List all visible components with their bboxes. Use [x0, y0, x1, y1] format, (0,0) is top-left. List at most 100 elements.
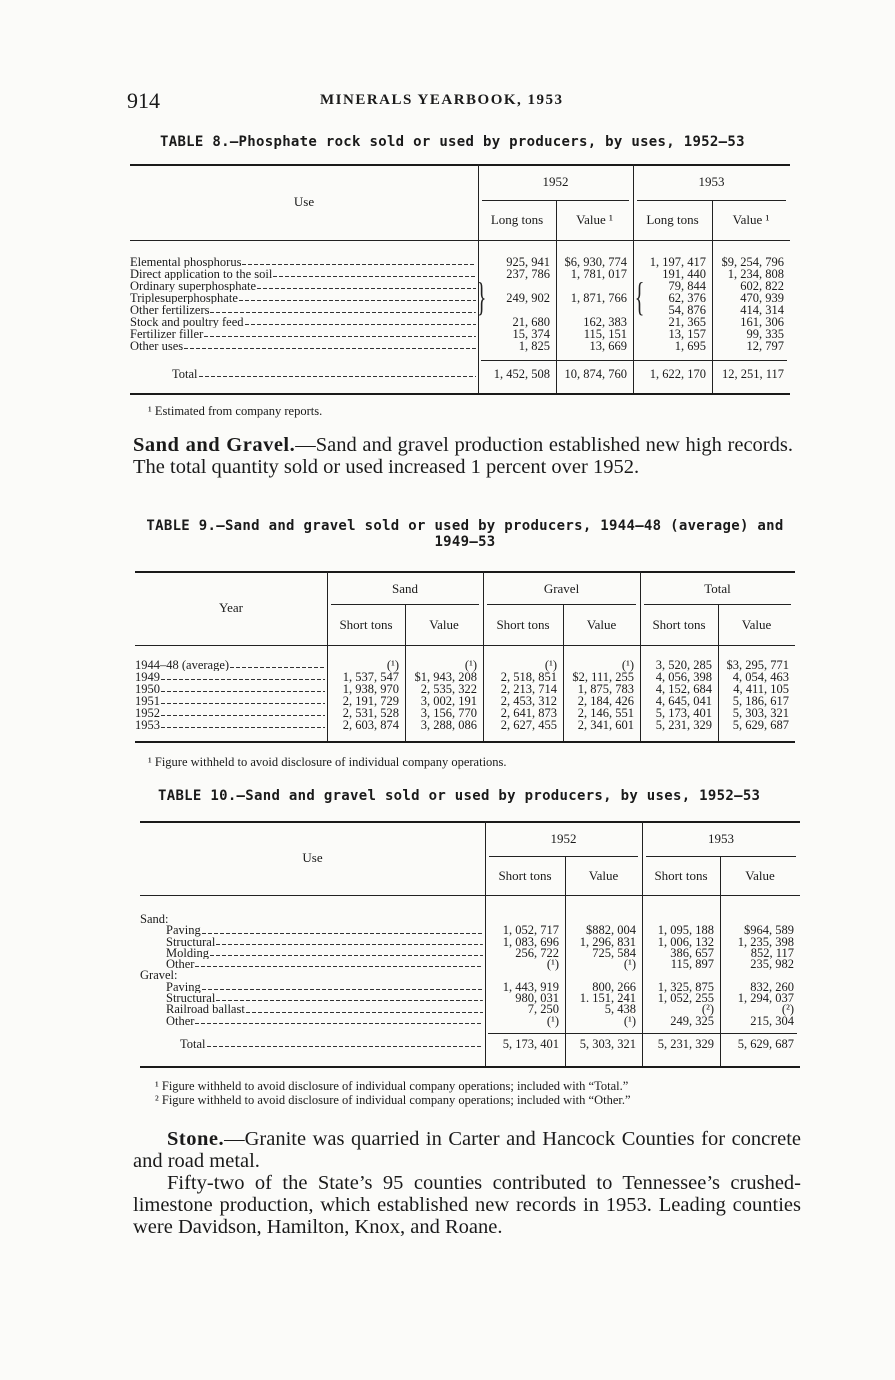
cell-value: 4, 645, 041 — [655, 694, 712, 708]
leader-dots — [230, 659, 325, 668]
table-row: Paving 1, 052, 717 $882, 004 1, 095, 188 $96… — [140, 923, 800, 938]
cell-value: 162, 383 — [583, 315, 627, 329]
table9-title-line1: TABLE 9.—Sand and gravel sold or used by… — [146, 518, 784, 534]
cell-value: 4, 411, 105 — [733, 682, 789, 696]
row-label-text: Ordinary superphosphate — [130, 280, 257, 292]
column-header: Short tons — [654, 867, 708, 883]
cell-value: 1, 325, 875 — [657, 979, 714, 994]
cell-value: 4, 056, 398 — [655, 670, 712, 684]
leader-dots — [245, 1004, 483, 1013]
cell-value: 12, 797 — [746, 339, 785, 353]
group-rule — [482, 200, 629, 201]
cell-value: 54, 876 — [668, 303, 707, 317]
table10-title: TABLE 10.—Sand and gravel sold or used b… — [158, 788, 761, 804]
column-header: Value — [588, 867, 619, 883]
table-row: 1952 2, 531, 528 3, 156, 770 2, 641, 873 2, … — [135, 706, 795, 720]
total-row: Total 5, 173, 401 5, 303, 321 5, 231, 329 5,… — [140, 1038, 800, 1051]
header-rule — [130, 240, 790, 241]
cell-value: 21, 365 — [668, 315, 707, 329]
cell-value: $2, 111, 255 — [572, 670, 634, 684]
table10-footnotes: ¹ Figure withheld to avoid disclosure of… — [155, 1079, 631, 1107]
cell-value: 256, 722 — [515, 945, 559, 960]
leader-dots — [242, 256, 476, 265]
group-header: 1953 — [708, 831, 734, 846]
cell-value: 1, 781, 017 — [570, 267, 627, 281]
table-row: Ordinary superphosphate 79, 844 602, 822 — [130, 280, 790, 293]
group-header: 1953 — [698, 174, 725, 189]
row-label-text: Structural — [166, 993, 216, 1005]
stone-paragraph: Stone.—Granite was quarried in Carter an… — [133, 1128, 801, 1238]
cell-value: 3, 156, 770 — [420, 706, 477, 720]
cell-value: (²) — [701, 1002, 714, 1017]
cell-value: 2, 518, 851 — [500, 670, 557, 684]
cell-value: 1, 006, 132 — [657, 934, 714, 949]
cell-value: 1, 825 — [518, 339, 550, 353]
cell-value: 15, 374 — [512, 327, 551, 341]
table-row: Paving 1, 443, 919 800, 266 1, 325, 875 832,… — [140, 979, 800, 994]
row-label-text: 1952 — [135, 707, 160, 719]
leader-dots — [273, 268, 476, 277]
table-row: 1944–48 (average) (¹) (¹) (¹) (¹) 3, 520, 285… — [135, 658, 795, 672]
table-row: Other fertilizers 54, 876 414, 314 — [130, 303, 790, 317]
table-row: Elemental phosphorus 925, 941 $6, 930, 774… — [130, 255, 790, 269]
group-header: 1952 — [550, 831, 577, 846]
cell-value: 1, 452, 508 — [493, 367, 550, 381]
row-label: 1950 — [135, 683, 327, 695]
cell-value: 237, 786 — [506, 267, 550, 281]
row-label: Other uses — [130, 340, 478, 352]
row-label: Structural — [140, 993, 485, 1004]
group-header: Sand — [392, 581, 418, 596]
column-divider — [556, 200, 557, 393]
leader-dots — [210, 304, 476, 313]
cell-value: 5, 173, 401 — [655, 706, 712, 720]
table9-title-line2: 1949–53 — [434, 534, 496, 550]
cell-value: 1, 095, 188 — [657, 923, 714, 938]
cell-value: 5, 438 — [604, 1002, 636, 1017]
column-header: Short tons — [339, 616, 393, 632]
cell-value: 3, 002, 191 — [420, 694, 477, 708]
column-divider — [485, 821, 486, 1066]
column-divider — [483, 571, 484, 741]
column-header: Value ¹ — [576, 212, 613, 227]
column-header: Short tons — [498, 867, 552, 883]
table-row: Other (¹) (¹) 115, 897 235, 982 — [140, 957, 800, 972]
row-label: Elemental phosphorus — [130, 256, 478, 268]
column-header: Long tons — [490, 212, 544, 227]
column-divider — [563, 604, 564, 741]
column-divider — [712, 200, 713, 393]
row-label-text: Other — [166, 959, 195, 971]
cell-value: 2, 535, 322 — [420, 682, 477, 696]
leader-dots — [161, 719, 325, 728]
table-body: 1944–48 (average) (¹) (¹) (¹) (¹) 3, 520, 285… — [135, 659, 795, 959]
cell-value: 1, 938, 970 — [342, 682, 399, 696]
cell-value: 1, 537, 547 — [342, 670, 399, 684]
leader-dots — [195, 959, 483, 968]
stub-header: Year — [219, 600, 243, 615]
cell-value: $6, 930, 774 — [564, 255, 628, 269]
cell-value: (¹) — [623, 1013, 636, 1028]
cell-value: 235, 982 — [750, 957, 794, 972]
cell-value: 470, 939 — [740, 291, 784, 305]
header-rule — [135, 645, 795, 646]
cell-value: 215, 304 — [750, 1013, 794, 1028]
cell-value: 925, 941 — [506, 255, 550, 269]
column-header: Value — [586, 616, 617, 632]
row-label-text: Paving — [166, 981, 201, 994]
row-label: 1949 — [135, 671, 327, 683]
group-rule — [646, 856, 796, 857]
cell-value: 725, 584 — [592, 945, 636, 960]
row-label-text: 1951 — [135, 695, 160, 707]
cell-value: (²) — [781, 1002, 794, 1017]
cell-value: 12, 251, 117 — [721, 367, 784, 381]
table-row: Triplesuperphosphate 249, 902 1, 871, 766 6… — [130, 291, 790, 305]
row-label: Other — [140, 1015, 485, 1027]
cell-value: (¹) — [546, 1013, 559, 1028]
cell-value: 1, 235, 398 — [737, 934, 794, 949]
cell-value: 386, 657 — [670, 945, 714, 960]
leader-dots — [216, 936, 483, 945]
cell-value: $882, 004 — [586, 923, 636, 938]
cell-value: 1, 875, 783 — [577, 682, 634, 696]
cell-value: $3, 295, 771 — [726, 658, 790, 672]
cell-value: 2, 603, 874 — [342, 718, 399, 732]
group-rule — [487, 604, 636, 605]
